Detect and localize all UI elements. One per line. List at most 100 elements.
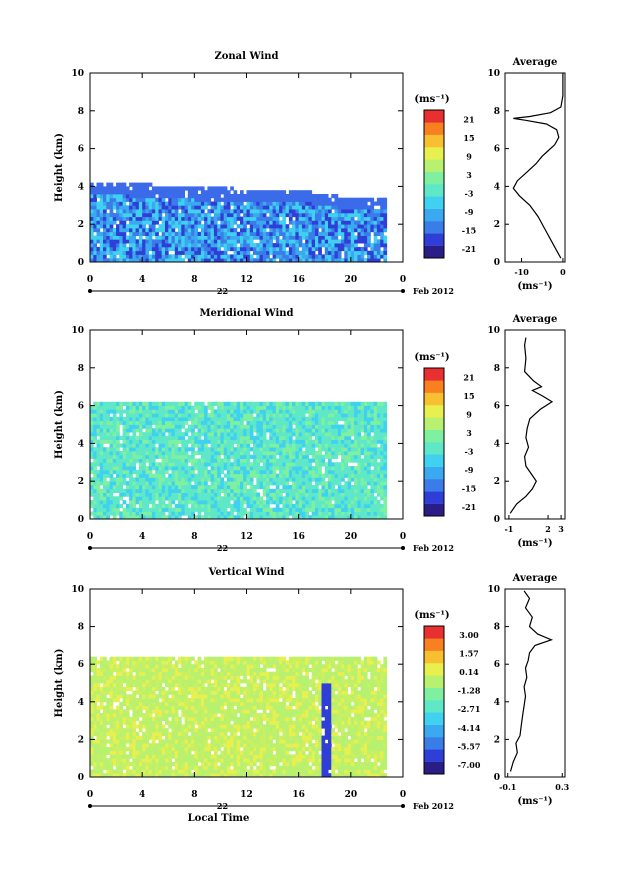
field-cell (93, 660, 97, 665)
field-cell (184, 492, 189, 497)
field-cell (305, 503, 309, 509)
field-cell (135, 243, 140, 248)
field-cell (262, 454, 267, 459)
field-cell (213, 447, 218, 452)
field-cell (174, 435, 179, 440)
field-cell (318, 507, 322, 512)
field-cell (318, 420, 322, 425)
field-cell (90, 462, 94, 467)
field-cell (354, 435, 358, 440)
field-cell (253, 209, 257, 214)
field-cell (168, 405, 172, 410)
field-cell (116, 435, 120, 440)
field-cell (240, 500, 244, 505)
field-cell (93, 500, 97, 505)
field-cell (363, 239, 368, 244)
field-cell (243, 243, 247, 248)
field-cell (112, 416, 117, 422)
field-cell (226, 503, 231, 509)
field-cell (301, 197, 306, 202)
field-cell (223, 190, 228, 195)
field-cell (347, 515, 352, 520)
field-cell (298, 216, 303, 221)
field-cell (125, 420, 130, 425)
field-cell (226, 246, 231, 252)
field-cell (226, 477, 231, 482)
field-cell (321, 212, 326, 218)
field-cell (132, 500, 137, 505)
field-cell (171, 488, 176, 493)
field-cell (259, 250, 264, 255)
field-cell (301, 439, 306, 444)
field-cell (119, 209, 123, 214)
field-cell (161, 432, 166, 437)
field-cell (99, 246, 104, 252)
field-cell (354, 477, 358, 482)
field-cell (266, 485, 270, 490)
field-cell (197, 507, 202, 512)
field-cell (217, 416, 221, 422)
field-cell (370, 469, 375, 475)
field-cell (357, 409, 362, 414)
field-cell (383, 432, 388, 437)
field-cell (253, 503, 257, 509)
field-cell (337, 507, 342, 512)
field-cell (158, 190, 163, 195)
field-cell (295, 424, 300, 429)
field-cell (168, 424, 172, 429)
field-cell (122, 224, 127, 229)
field-cell (138, 451, 143, 456)
field-cell (328, 477, 332, 482)
field-cell (269, 435, 273, 440)
field-cell (275, 194, 280, 199)
field-cell (178, 420, 182, 425)
field-cell (318, 488, 322, 493)
field-cell (103, 243, 107, 248)
field-cell (96, 462, 101, 467)
field-cell (103, 239, 107, 244)
field-cell (112, 743, 117, 748)
field-cell (93, 258, 97, 263)
field-cell (181, 413, 185, 418)
field-cell (213, 424, 218, 429)
field-cell (350, 507, 355, 512)
field-cell (370, 413, 375, 418)
field-cell (132, 235, 137, 240)
field-cell (223, 447, 228, 452)
field-cell (233, 466, 238, 471)
field-cell (282, 228, 287, 233)
field-cell (256, 466, 260, 471)
field-cell (99, 209, 104, 214)
field-cell (132, 439, 137, 444)
field-cell (135, 420, 140, 425)
field-cell (308, 435, 313, 440)
field-cell (253, 443, 257, 448)
field-cell (119, 243, 123, 248)
field-cell (93, 246, 97, 252)
field-cell (90, 420, 94, 425)
field-cell (295, 515, 300, 520)
field-cell (295, 454, 300, 459)
field-cell (357, 473, 362, 478)
field-cell (337, 254, 342, 259)
profile-y-tick-label: 2 (494, 477, 500, 487)
field-cell (360, 401, 365, 406)
field-cell (347, 454, 352, 459)
field-cell (197, 469, 202, 475)
field-cell (367, 416, 371, 422)
field-cell (145, 190, 150, 195)
field-cell (373, 466, 378, 471)
field-cell (318, 432, 322, 437)
field-cell (194, 209, 198, 214)
field-cell (357, 235, 362, 240)
field-cell (187, 405, 192, 410)
field-cell (223, 205, 228, 210)
field-cell (135, 488, 140, 493)
field-cell (282, 190, 287, 195)
field-cell (321, 416, 326, 422)
field-cell (259, 258, 264, 263)
field-cell (383, 511, 388, 516)
field-cell (116, 432, 120, 437)
field-cell (187, 413, 192, 418)
field-cell (90, 769, 94, 774)
